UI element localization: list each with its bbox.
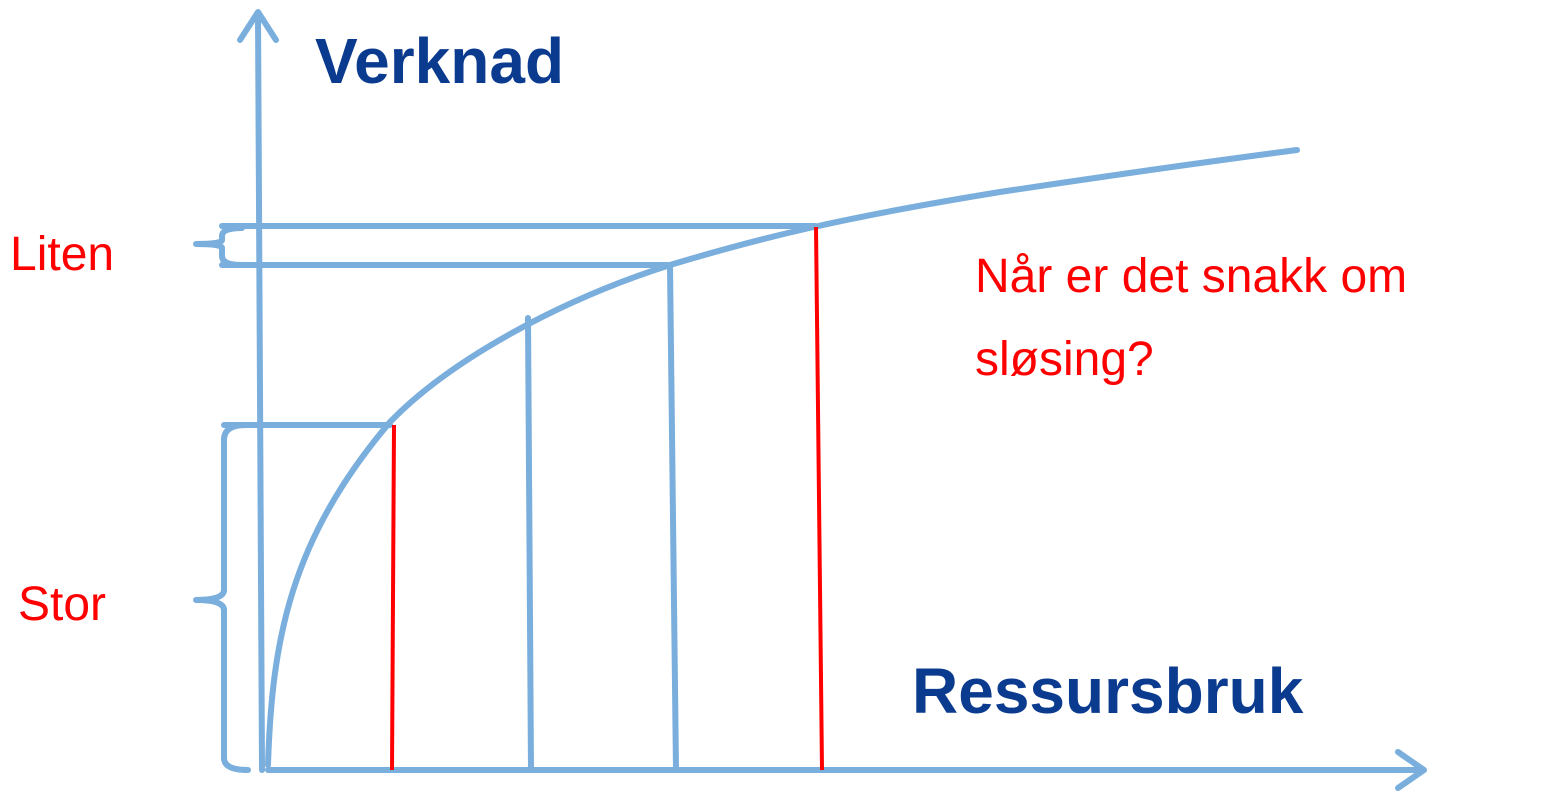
- guide-line: [525, 315, 534, 773]
- guide-line: [667, 263, 679, 773]
- x-axis-arrow: [1395, 749, 1427, 791]
- red-line: [390, 424, 396, 771]
- question-line: Når er det snakk om: [975, 250, 1407, 303]
- brace-label: Liten: [10, 228, 114, 281]
- brace: [193, 422, 251, 773]
- question-line: sløsing?: [975, 333, 1154, 386]
- y-axis: [255, 11, 265, 773]
- y-axis-arrow: [237, 9, 279, 43]
- brace-label: Stor: [18, 578, 106, 631]
- y-axis-label: Verknad: [315, 25, 564, 97]
- x-axis-label: Ressursbruk: [912, 655, 1304, 727]
- red-line: [814, 226, 824, 771]
- brace: [193, 225, 245, 268]
